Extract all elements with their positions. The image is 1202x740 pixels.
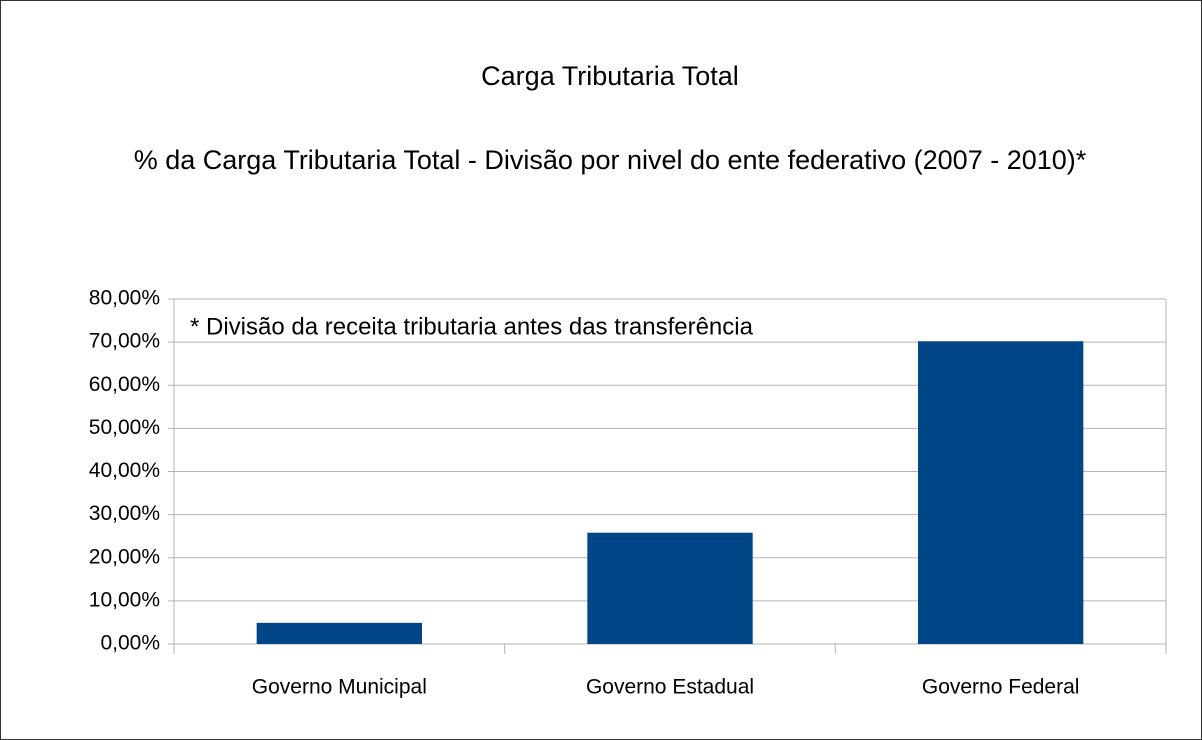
- x-tick-label: Governo Estadual: [586, 676, 754, 699]
- y-tick-label: 60,00%: [89, 373, 160, 396]
- bar: [256, 622, 422, 644]
- y-tick-label: 80,00%: [89, 287, 160, 310]
- y-tick-label: 10,00%: [89, 588, 160, 611]
- x-tick-label: Governo Municipal: [252, 676, 427, 699]
- y-tick-label: 0,00%: [100, 632, 160, 655]
- y-tick-label: 70,00%: [89, 330, 160, 353]
- chart-title: Carga Tributaria Total: [481, 61, 739, 91]
- x-tick-label: Governo Federal: [922, 676, 1080, 699]
- bar: [918, 341, 1084, 644]
- y-tick-label: 50,00%: [89, 416, 160, 439]
- annotation: * Divisão da receita tributaria antes da…: [190, 313, 754, 340]
- y-tick-label: 20,00%: [89, 545, 160, 568]
- bar: [587, 532, 753, 644]
- chart-subtitle: % da Carga Tributaria Total - Divisão po…: [134, 145, 1087, 175]
- y-tick-label: 40,00%: [89, 459, 160, 482]
- y-tick-label: 30,00%: [89, 502, 160, 525]
